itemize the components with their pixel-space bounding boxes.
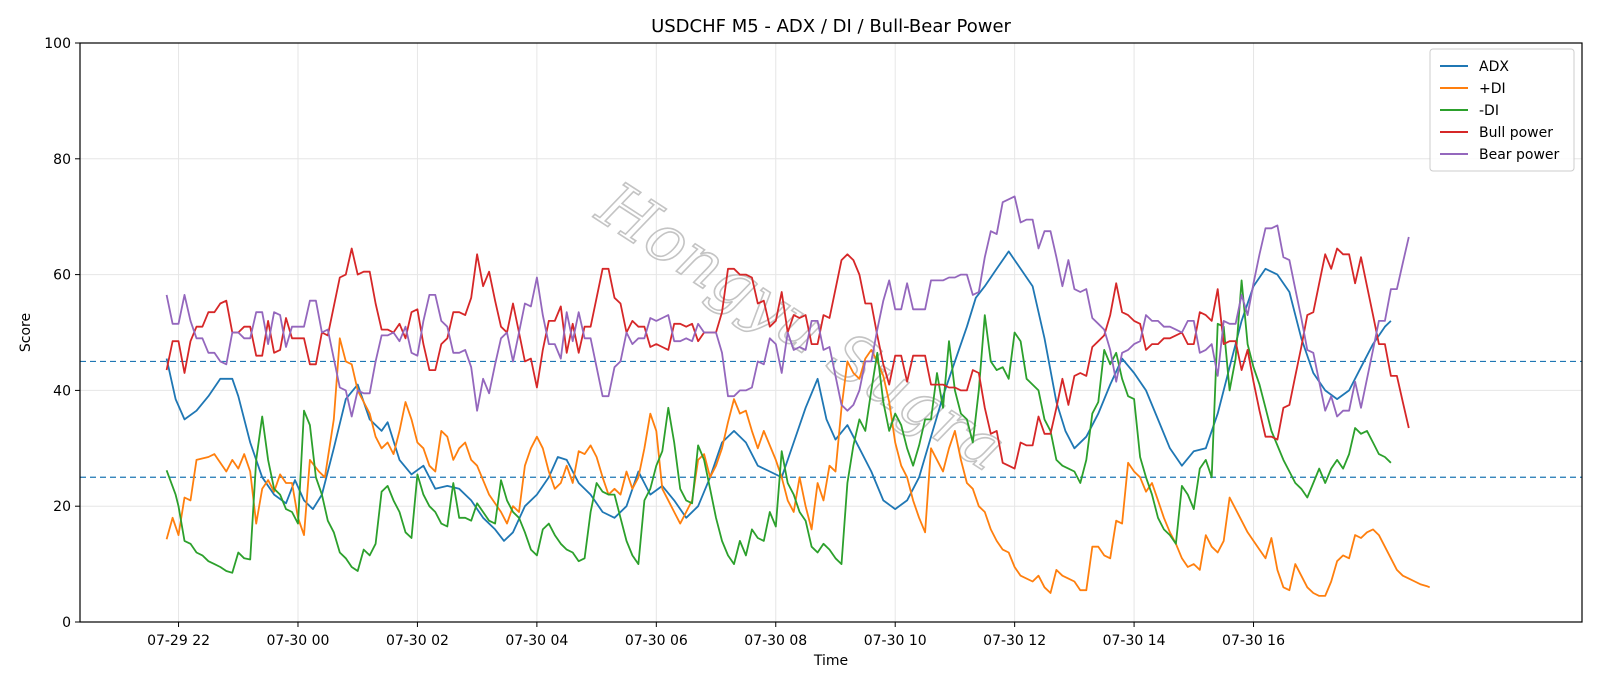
y-tick-label: 20 (53, 499, 71, 515)
legend-label: ADX (1479, 59, 1509, 75)
series-line-bear-power (165, 195, 1410, 418)
legend: ADX +DI -DI Bull power Bear power (1429, 48, 1575, 172)
y-axis-label: Score (18, 313, 34, 352)
y-tick-label: 100 (44, 36, 71, 52)
x-tick-label: 07-30 00 (267, 633, 330, 649)
y-tick-label: 40 (53, 383, 71, 399)
series-line-di (165, 337, 1431, 597)
x-tick-label: 07-30 02 (386, 633, 449, 649)
x-tick-label: 07-30 14 (1103, 633, 1166, 649)
legend-label: Bear power (1479, 147, 1560, 163)
x-tick-label: 07-30 08 (744, 633, 807, 649)
y-tick-label: 60 (53, 268, 71, 284)
grid (80, 42, 1582, 623)
series-line-di (165, 279, 1392, 574)
legend-label: -DI (1479, 103, 1499, 119)
x-tick-label: 07-30 10 (864, 633, 927, 649)
threshold-lines (80, 360, 1582, 478)
y-tick-label: 0 (62, 615, 71, 631)
x-tick-label: 07-30 12 (983, 633, 1046, 649)
axis-ticks: 0 20 40 60 80 100 07-29 22 07-30 00 07-30 02 07-3… (44, 36, 1285, 649)
series-line-adx (165, 250, 1392, 542)
series-lines (165, 195, 1431, 597)
x-tick-label: 07-30 16 (1222, 633, 1285, 649)
x-tick-label: 07-30 06 (625, 633, 688, 649)
legend-label: +DI (1479, 81, 1506, 97)
y-tick-label: 80 (53, 152, 71, 168)
chart-title: USDCHF M5 - ADX / DI / Bull-Bear Power (651, 16, 1011, 37)
x-axis-label: Time (813, 653, 848, 669)
x-tick-label: 07-29 22 (147, 633, 210, 649)
legend-label: Bull power (1479, 125, 1553, 141)
plot-frame (79, 42, 1583, 623)
x-tick-label: 07-30 04 (505, 633, 568, 649)
legend-box (1429, 48, 1575, 172)
